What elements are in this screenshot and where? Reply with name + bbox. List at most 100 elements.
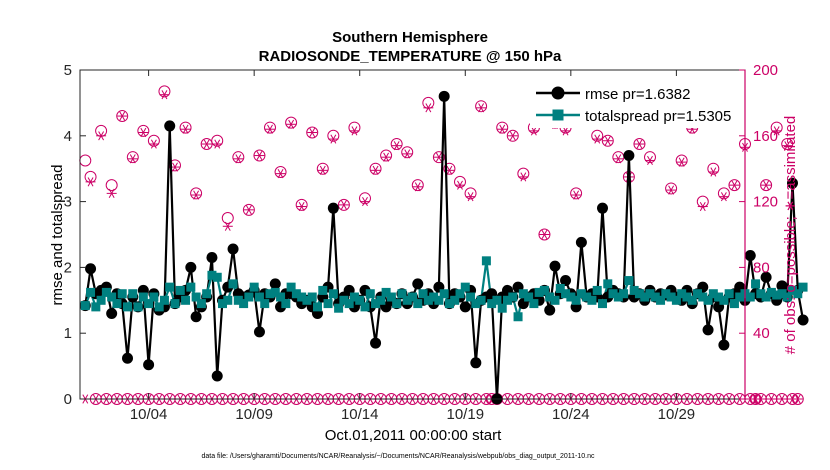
totalspread-point <box>228 279 238 289</box>
totalspread-point <box>439 289 449 299</box>
obs-possible-marker <box>644 151 656 164</box>
rmse-point <box>412 278 424 290</box>
obs-possible-marker <box>126 151 139 164</box>
totalspread-point <box>181 295 191 305</box>
totalspread-point <box>534 287 544 297</box>
obs-possible-marker <box>147 134 160 147</box>
totalspread-point <box>693 289 702 299</box>
totalspread-point <box>360 302 370 312</box>
obs-assimilated-marker <box>571 190 582 200</box>
totalspread-point <box>328 289 338 299</box>
totalspread-point <box>608 289 618 299</box>
totalspread-point <box>698 292 708 302</box>
totalspread-point <box>318 285 328 295</box>
obs-possible-marker <box>316 162 329 175</box>
totalspread-point <box>307 292 317 302</box>
totalspread-point <box>128 289 138 299</box>
totalspread-point <box>101 287 111 297</box>
totalspread-point <box>170 299 180 309</box>
totalspread-point <box>745 292 755 302</box>
obs-assimilated-marker <box>766 394 777 404</box>
totalspread-point <box>133 302 143 312</box>
totalspread-point <box>497 303 507 313</box>
rmse-point <box>438 90 450 102</box>
obs-assimilated-marker <box>391 141 402 151</box>
totalspread-point <box>191 292 201 302</box>
left-tick-label: 0 <box>64 391 72 408</box>
obs-possible-marker <box>707 162 720 175</box>
left-axis: 0 1 2 3 4 5 <box>64 62 86 408</box>
totalspread-point <box>444 299 454 309</box>
totalspread-point <box>476 295 486 305</box>
obs-assimilated-marker <box>697 201 708 212</box>
totalspread-point <box>481 256 491 266</box>
totalspread-point <box>165 282 175 292</box>
totalspread-point <box>423 295 433 305</box>
totalspread-point <box>212 272 222 282</box>
right-tick-label: 160 <box>753 128 778 145</box>
totalspread-point <box>239 299 249 309</box>
obs-possible-marker <box>158 85 171 98</box>
totalspread-point <box>634 289 644 299</box>
obs-assimilated-marker <box>328 134 339 144</box>
rmse-point <box>206 252 218 264</box>
obs-assimilated-marker <box>412 182 423 192</box>
totalspread-point <box>603 279 613 289</box>
y-axis-label-left: rmse and totalspread <box>49 165 66 306</box>
obs-assimilated-marker <box>349 126 360 136</box>
totalspread-point <box>518 289 528 299</box>
obs-possible-marker <box>390 138 403 151</box>
totalspread-point <box>80 301 90 311</box>
obs-possible-marker <box>728 179 741 192</box>
obs-possible-marker <box>105 179 118 192</box>
obs-possible-marker <box>253 149 266 162</box>
totalspread-point <box>793 289 803 299</box>
totalspread-point <box>339 295 349 305</box>
totalspread-point <box>513 312 523 322</box>
legend-label-rmse: rmse pr=1.6382 <box>585 86 690 103</box>
right-tick-label: 0 <box>753 391 761 408</box>
obs-possible-marker <box>570 187 583 200</box>
obs-possible-marker <box>221 212 234 225</box>
totalspread-point <box>123 302 132 312</box>
rmse-point <box>597 202 608 214</box>
obs-assimilated-marker <box>212 139 223 149</box>
totalspread-point <box>766 287 776 297</box>
obs-assimilated-marker <box>286 119 297 129</box>
obs-possible-marker <box>665 182 678 195</box>
totalspread-point <box>550 295 560 305</box>
totalspread-point <box>640 292 650 302</box>
totalspread-point <box>154 302 164 312</box>
obs-possible-marker <box>517 167 530 180</box>
totalspread-point <box>202 289 212 299</box>
totalspread-point <box>598 299 607 309</box>
obs-possible-marker <box>137 124 150 137</box>
rmse-point <box>164 120 176 132</box>
obs-possible-marker <box>443 162 456 175</box>
rmse-point <box>185 261 197 273</box>
totalspread-point <box>576 289 586 299</box>
obs-possible-marker <box>496 121 509 134</box>
obs-assimilated-marker <box>296 201 307 212</box>
totalspread-point <box>492 295 502 305</box>
obs-possible-marker <box>432 151 445 164</box>
x-axis-label: Oct.01,2011 00:00:00 start <box>325 427 502 444</box>
obs-possible-marker <box>295 198 308 211</box>
totalspread-point <box>365 289 375 299</box>
right-axis: 0 40 80 120 160 200 <box>739 62 778 408</box>
totalspread-point <box>138 292 148 302</box>
left-tick-label: 4 <box>64 128 72 145</box>
obs-assimilated-marker <box>275 169 286 179</box>
obs-assimilated-marker <box>138 127 149 138</box>
totalspread-point <box>286 282 296 292</box>
totalspread-point <box>729 299 739 309</box>
totalspread-point <box>429 292 439 302</box>
x-tick-label: 10/09 <box>235 406 273 423</box>
totalspread-point <box>677 289 687 299</box>
totalspread-point <box>545 292 555 302</box>
obs-assimilated-marker <box>592 134 603 144</box>
obs-assimilated-marker <box>761 180 772 190</box>
totalspread-point <box>434 295 444 305</box>
totalspread-point <box>149 292 159 302</box>
legend-marker-totalspread <box>552 109 564 121</box>
